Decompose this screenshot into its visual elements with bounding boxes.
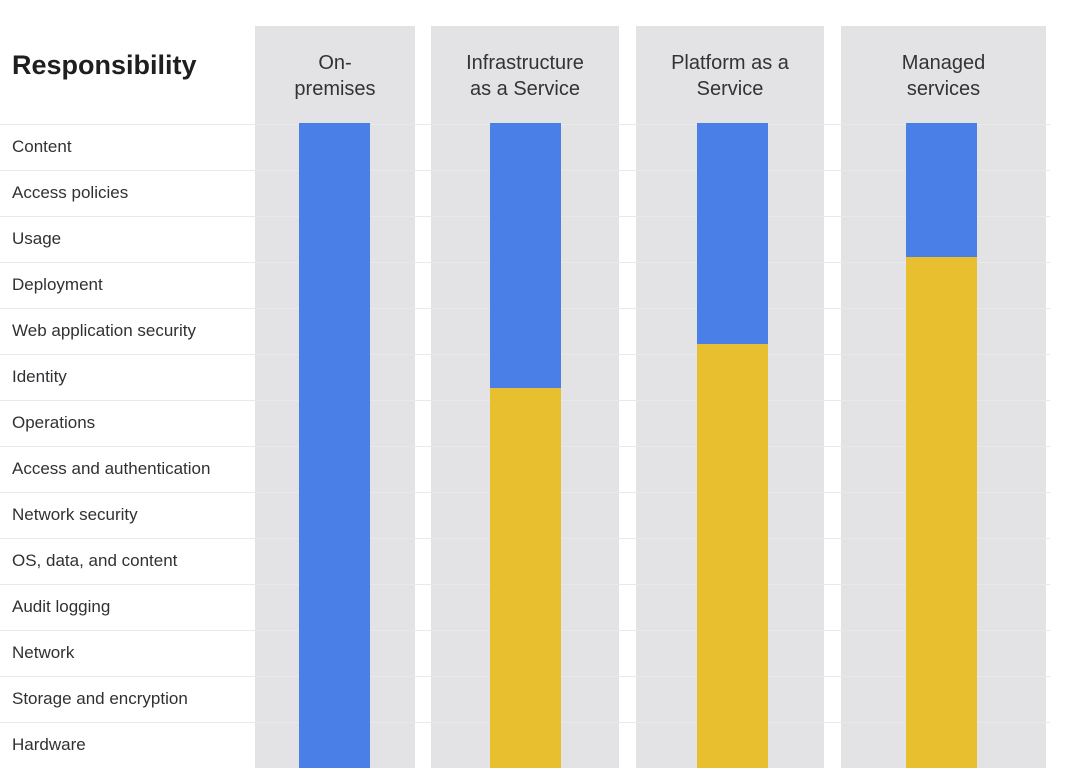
row-label: Operations: [12, 413, 96, 432]
row-label: Identity: [12, 367, 67, 386]
bar-segment-customer-3: [697, 123, 768, 345]
column-header-1: On- premises: [294, 52, 376, 100]
bar-segment-provider-2: [490, 387, 561, 768]
row-label: Network security: [12, 505, 138, 524]
row-label: Deployment: [12, 275, 103, 294]
column-header-2: Infrastructure as a Service: [466, 52, 584, 100]
bar-segment-provider-4: [906, 256, 977, 768]
bar-segment-customer-1: [299, 123, 370, 768]
row-label: Network: [12, 643, 75, 662]
row-label: Storage and encryption: [12, 689, 188, 708]
bar-segment-provider-3: [697, 344, 768, 768]
row-label: Access and authentication: [12, 459, 211, 478]
chart-title: Responsibility: [12, 50, 197, 80]
column-header-4: Managed services: [901, 52, 986, 100]
bar-segment-customer-4: [906, 123, 977, 257]
row-label: OS, data, and content: [12, 551, 178, 570]
column-header-3: Platform as a Service: [671, 52, 789, 100]
row-label: Audit logging: [12, 597, 111, 616]
row-label: Web application security: [12, 321, 196, 340]
bar-segment-customer-2: [490, 123, 561, 388]
row-label: Usage: [12, 229, 62, 248]
row-label: Access policies: [12, 183, 129, 202]
row-label: Content: [12, 137, 72, 156]
row-label: Hardware: [12, 735, 86, 754]
